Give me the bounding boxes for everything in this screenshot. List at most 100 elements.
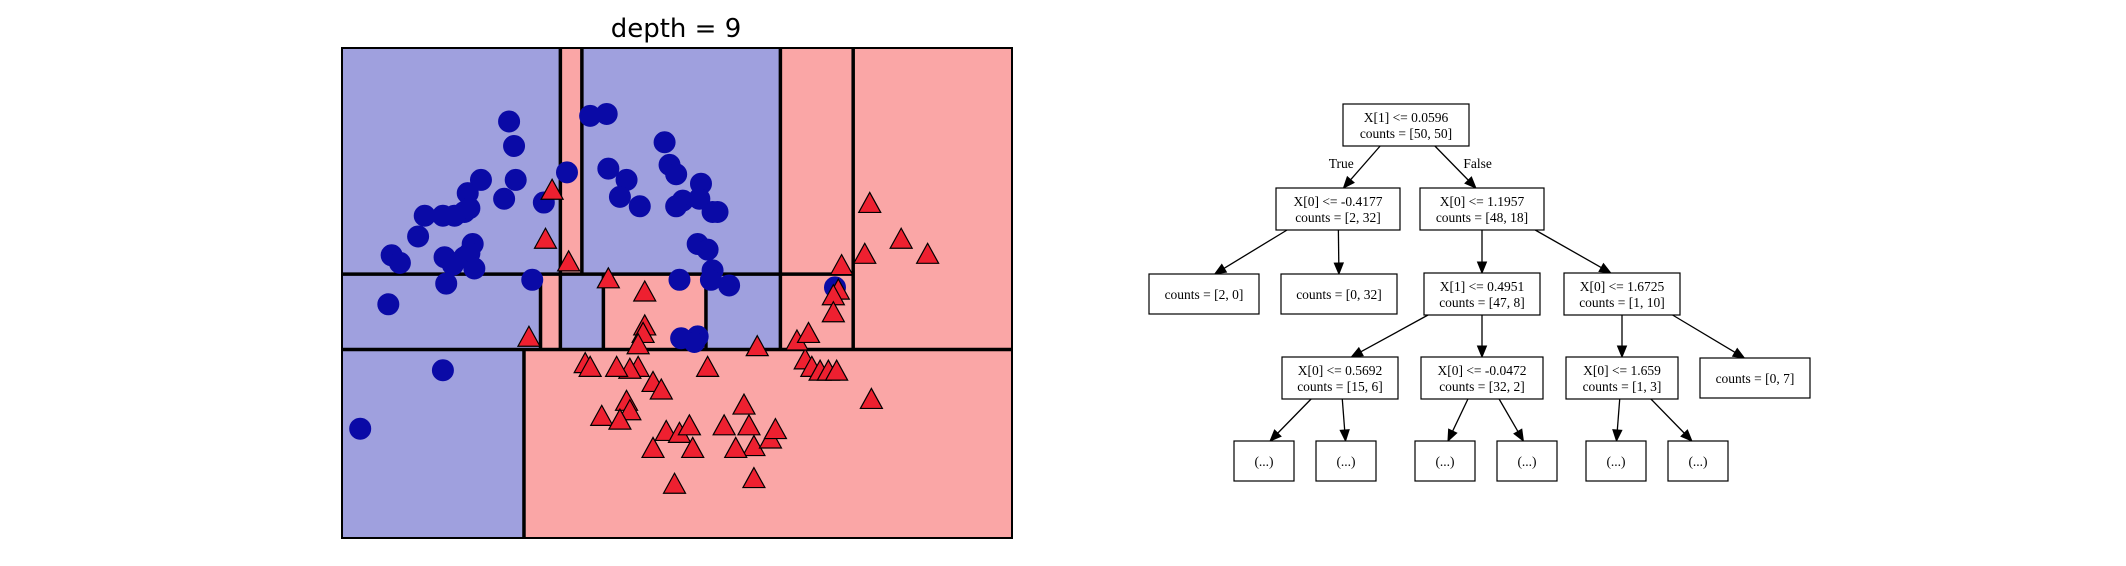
data-point-class1 <box>578 355 603 377</box>
data-point-class1 <box>859 387 884 410</box>
tree-node: (...) <box>1315 440 1377 482</box>
tree-node: counts = [0, 7] <box>1699 357 1811 399</box>
data-point-class1 <box>821 300 846 323</box>
data-point-class0 <box>665 195 688 218</box>
tree-edge-arrowhead <box>1598 262 1612 274</box>
tree-node-box <box>1667 440 1729 482</box>
tree-node-box <box>1419 187 1545 231</box>
tree-edge-arrowhead <box>1447 428 1458 443</box>
tree-node-label: (...) <box>1517 454 1536 469</box>
data-point-class0 <box>696 238 719 261</box>
data-point-class0 <box>458 197 481 220</box>
tree-node-label: (...) <box>1688 454 1707 469</box>
tree-node-box <box>1315 440 1377 482</box>
tree-edge <box>1498 398 1519 432</box>
tree-node-label: X[0] <= 1.659 <box>1583 363 1661 378</box>
tree-node-label: X[0] <= -0.0472 <box>1437 363 1526 378</box>
tree-edge-arrowhead <box>1464 176 1477 189</box>
tree-node-box <box>1342 103 1470 147</box>
tree-edge-arrowhead <box>1612 429 1623 443</box>
decision-region <box>780 48 854 275</box>
data-point-class0 <box>555 161 578 184</box>
data-point-class0 <box>628 195 651 218</box>
tree-node-label: counts = [0, 7] <box>1716 371 1795 386</box>
tree-edge-arrowhead <box>1339 429 1350 443</box>
data-point-class0 <box>349 417 372 440</box>
data-point-class0 <box>441 253 464 276</box>
data-point-class0 <box>377 293 400 316</box>
data-point-class0 <box>670 327 693 350</box>
tree-node-label: X[0] <= 1.6725 <box>1580 279 1665 294</box>
data-point-class1 <box>852 242 877 264</box>
tree-node: (...) <box>1585 440 1647 482</box>
tree-edge-label: True <box>1329 156 1354 171</box>
tree-node-label: counts = [1, 3] <box>1583 379 1662 394</box>
tree-node-box <box>1275 187 1401 231</box>
data-point-class0 <box>498 110 521 133</box>
tree-node-label: counts = [50, 50] <box>1360 126 1452 141</box>
tree-node-box <box>1233 440 1295 482</box>
tree-edge-arrowhead <box>1269 429 1282 442</box>
tree-node-box <box>1699 357 1811 399</box>
decision-region <box>560 48 582 275</box>
tree-node-label: counts = [2, 32] <box>1295 210 1381 225</box>
data-point-class0 <box>413 204 436 227</box>
data-point-class1 <box>731 392 757 415</box>
boundary-layer <box>342 48 1012 538</box>
tree-node-label: X[0] <= -0.4177 <box>1293 194 1382 209</box>
tree-edge <box>1341 398 1346 431</box>
tree-edge-arrowhead <box>1616 345 1628 359</box>
data-point-class1 <box>723 436 748 459</box>
chart-title: depth = 9 <box>611 14 742 44</box>
tree-node: (...) <box>1414 440 1476 482</box>
tree-node-label: X[0] <= 1.1957 <box>1440 194 1525 209</box>
data-point-class1 <box>796 321 821 344</box>
data-point-class0 <box>597 157 620 180</box>
tree-node-box <box>1496 440 1558 482</box>
data-point-class1 <box>741 434 766 457</box>
tree-edge <box>1350 145 1381 181</box>
data-point-class1 <box>763 417 788 440</box>
data-point-class1 <box>640 436 666 459</box>
tree-edge <box>1650 398 1685 434</box>
data-point-class1 <box>829 253 854 276</box>
data-point-class0 <box>595 102 618 125</box>
data-point-class1 <box>533 226 558 249</box>
data-point-class1 <box>857 191 882 214</box>
tree-edge-arrowhead <box>1476 345 1488 359</box>
data-point-class1 <box>617 398 642 421</box>
data-point-class0 <box>407 225 430 248</box>
tree-edge-arrowhead <box>1333 262 1345 276</box>
tree-edge-label: False <box>1463 156 1492 171</box>
data-point-class0 <box>435 272 458 295</box>
tree-edge <box>1616 398 1621 431</box>
tree-node-label: X[1] <= 0.0596 <box>1364 110 1449 125</box>
data-point-class0 <box>504 168 527 191</box>
data-point-class1 <box>516 324 541 347</box>
data-point-class1 <box>712 413 737 436</box>
tree-node-label: (...) <box>1606 454 1625 469</box>
tree-edge-arrowhead <box>1342 175 1355 189</box>
points-layer <box>349 102 940 494</box>
tree-edge <box>1672 314 1736 353</box>
tree-node-label: counts = [1, 10] <box>1579 295 1665 310</box>
data-point-class1 <box>596 266 621 289</box>
data-point-class0 <box>718 274 741 297</box>
data-point-class1 <box>607 407 632 430</box>
data-point-class1 <box>736 413 761 436</box>
tree-edge-arrowhead <box>1476 261 1488 275</box>
data-point-class1 <box>604 355 629 377</box>
tree-node-label: counts = [0, 32] <box>1296 287 1382 302</box>
data-point-class0 <box>503 135 526 157</box>
data-point-class0 <box>706 200 729 223</box>
data-point-class1 <box>889 226 914 249</box>
tree-node-label: counts = [47, 8] <box>1439 295 1525 310</box>
tree-node: counts = [2, 0] <box>1148 273 1260 315</box>
data-point-class1 <box>824 358 849 381</box>
plot-frame <box>341 47 1013 539</box>
